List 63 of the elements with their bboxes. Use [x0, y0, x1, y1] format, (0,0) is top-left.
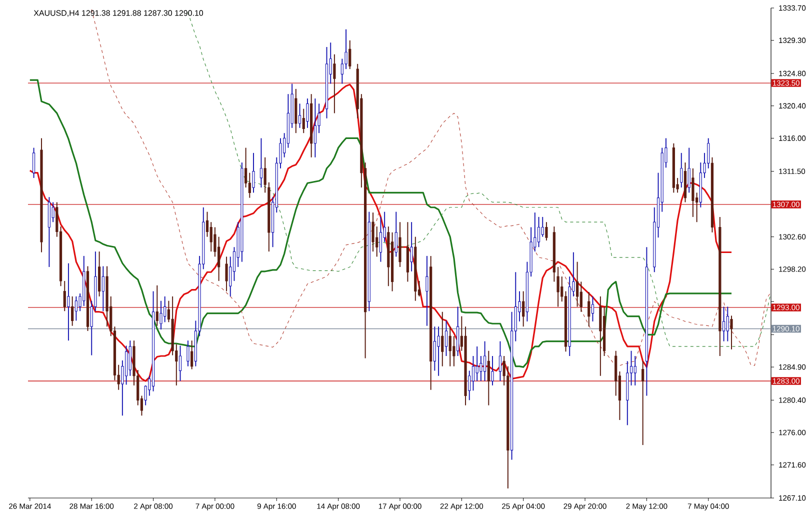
- candlestick: [128, 340, 132, 376]
- candlestick: [379, 216, 382, 262]
- candlestick: [448, 326, 452, 367]
- candlestick: [298, 103, 302, 128]
- candlestick: [314, 98, 316, 158]
- candlestick: [556, 266, 560, 308]
- candlestick: [588, 291, 590, 328]
- candlestick: [264, 156, 266, 194]
- candlestick: [372, 212, 374, 252]
- candlestick: [302, 108, 305, 134]
- candlestick: [707, 138, 710, 169]
- candlestick: [498, 340, 502, 382]
- candlestick: [71, 296, 74, 326]
- candlestick: [483, 340, 486, 382]
- candlestick: [491, 356, 494, 386]
- candlestick: [437, 326, 440, 376]
- candlestick: [472, 356, 475, 392]
- candlestick: [476, 346, 478, 382]
- candlestick: [74, 296, 78, 322]
- candlestick: [487, 350, 490, 406]
- candlestick: [178, 345, 182, 382]
- candlestick: [333, 54, 336, 114]
- candlestick: [156, 284, 158, 326]
- candlestick: [468, 370, 471, 401]
- candlestick: [580, 281, 582, 312]
- candlestick: [32, 147, 36, 178]
- candlestick: [306, 98, 309, 128]
- candlestick: [480, 356, 482, 382]
- candlestick: [680, 152, 683, 188]
- candlestick: [252, 152, 255, 194]
- candlestick: [218, 236, 220, 282]
- candlestick: [730, 315, 733, 350]
- candlestick: [190, 340, 194, 370]
- candlestick: [410, 222, 413, 272]
- candlestick: [537, 216, 540, 248]
- candlestick: [692, 168, 694, 218]
- candlestick: [433, 326, 436, 372]
- candlestick: [67, 262, 70, 342]
- candlestick: [248, 172, 251, 198]
- candlestick: [452, 336, 456, 367]
- candlestick: [576, 261, 579, 308]
- candlestick: [348, 40, 352, 70]
- candlestick: [726, 306, 729, 342]
- candlestick: [522, 290, 525, 328]
- candlestick: [426, 255, 428, 326]
- candlestick: [441, 311, 444, 367]
- candlestick: [634, 356, 636, 386]
- candlestick: [591, 296, 594, 322]
- candlestick: [225, 256, 228, 292]
- candlestick: [186, 340, 190, 367]
- candlestick: [164, 296, 166, 323]
- candlestick: [376, 226, 378, 258]
- candlestick: [63, 280, 66, 312]
- candlestick: [545, 222, 548, 241]
- candlestick: [102, 266, 104, 312]
- candlestick: [444, 320, 448, 356]
- candlestick: [394, 211, 398, 258]
- candlestick: [642, 360, 644, 446]
- candlestick: [688, 147, 690, 194]
- candlestick: [160, 300, 162, 330]
- candlestick: [260, 138, 263, 188]
- candlestick: [210, 222, 212, 252]
- candlestick: [722, 306, 726, 342]
